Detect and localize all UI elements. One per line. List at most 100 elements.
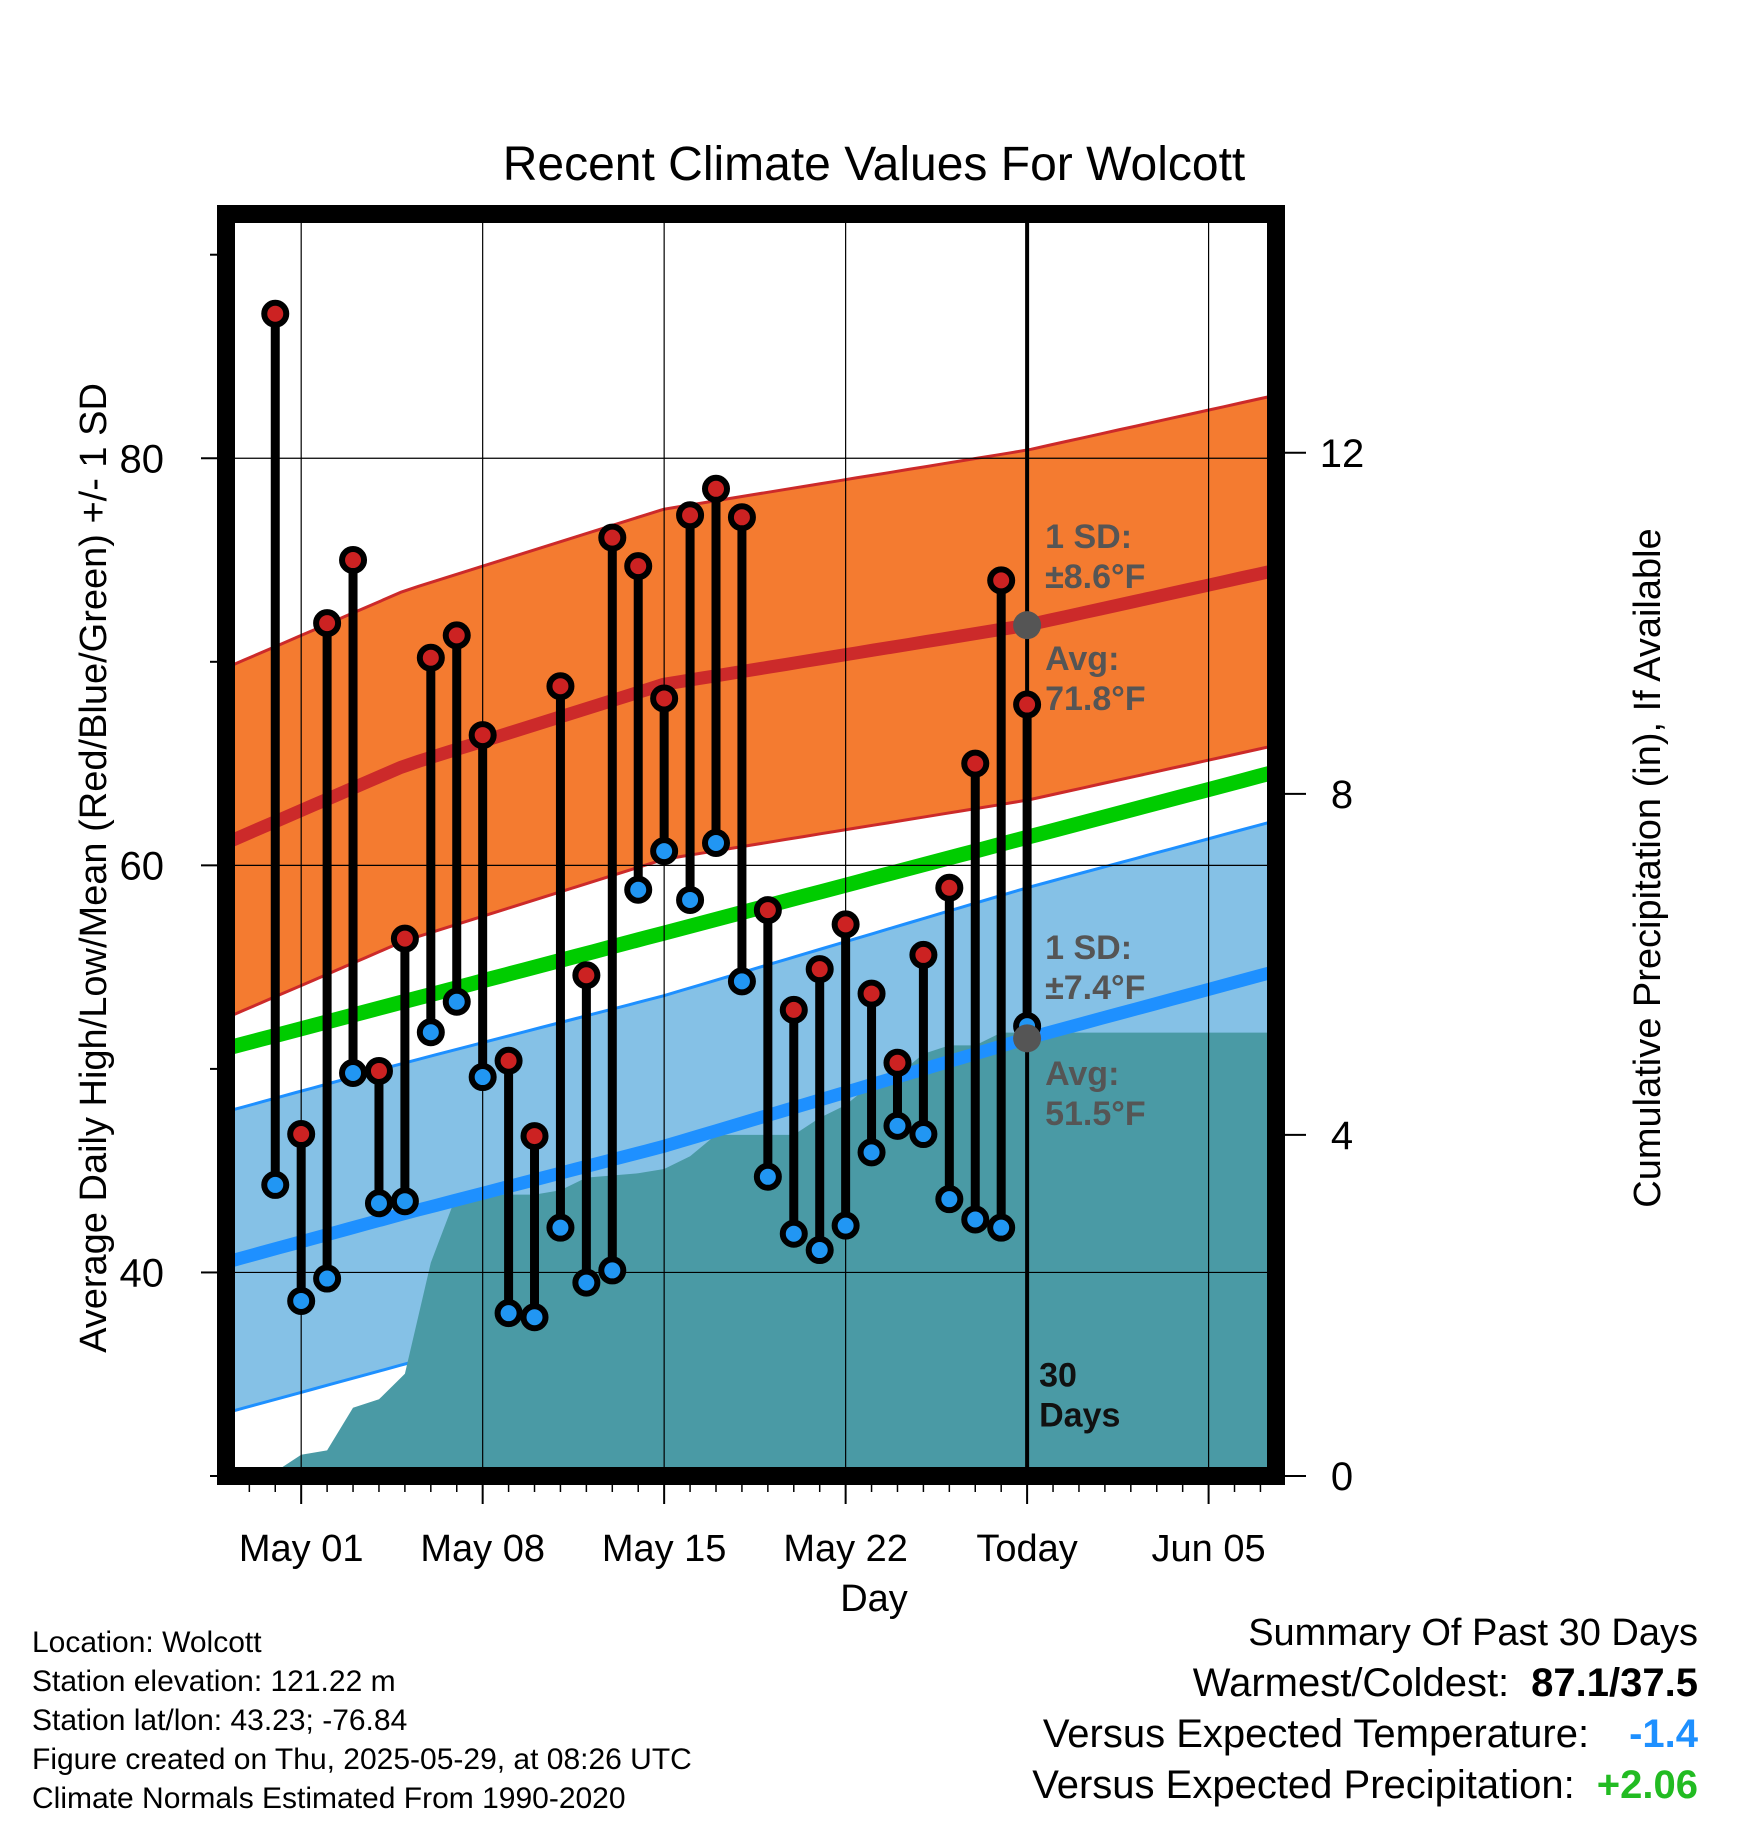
daily-high-point <box>909 940 938 969</box>
created-text: Figure created on Thu, 2025-05-29, at 08… <box>32 1743 692 1776</box>
daily-high-point <box>961 749 990 778</box>
daily-low-point <box>702 828 730 857</box>
daily-low-point <box>364 1189 393 1218</box>
daily-low-point <box>650 837 679 866</box>
today-low-normal-marker <box>1013 1024 1042 1053</box>
annotation-line2: Days <box>1039 1396 1120 1434</box>
daily-low-point <box>546 1213 575 1242</box>
daily-high-point <box>753 896 782 925</box>
daily-low-point <box>935 1185 964 1214</box>
y2-tick-label: 4 <box>1331 1114 1353 1158</box>
daily-low-point <box>339 1058 368 1087</box>
daily-low-point <box>624 875 653 904</box>
daily-low-point <box>909 1120 938 1149</box>
today-high-normal-marker <box>1013 611 1042 640</box>
daily-low-point <box>313 1264 342 1293</box>
daily-high-point <box>442 621 471 650</box>
annotation-line2: ±8.6°F <box>1045 558 1145 596</box>
annotation-line2: ±7.4°F <box>1045 969 1145 1007</box>
y-axis-label: Average Daily High/Low/Mean (Red/Blue/Gr… <box>73 383 115 1353</box>
x-tick-label: May 22 <box>783 1528 908 1570</box>
temp-row: Versus Expected Temperature: -1.4 <box>1032 1709 1698 1760</box>
plot-frame <box>217 205 1285 1485</box>
summary-panel: Summary Of Past 30 Days Warmest/Coldest:… <box>1032 1608 1698 1811</box>
daily-high-point <box>287 1120 316 1149</box>
latlon-text: Station lat/lon: 43.23; -76.84 <box>32 1704 408 1737</box>
daily-high-point <box>546 672 575 701</box>
high-band-upper-edge <box>226 393 1276 670</box>
precipitation-area <box>226 1032 1276 1476</box>
daily-high-point <box>676 501 705 530</box>
annotation-line1: 1 SD: <box>1045 929 1132 967</box>
daily-high-point <box>702 474 730 503</box>
chart-title: Recent Climate Values For Wolcott <box>503 138 1246 191</box>
daily-high-point <box>390 924 419 953</box>
daily-high-point <box>572 961 601 990</box>
daily-high-point <box>935 873 964 902</box>
climate-chart: Recent Climate Values For Wolcott Averag… <box>73 138 1669 1620</box>
daily-low-point <box>857 1138 886 1167</box>
daily-low-point <box>416 1018 445 1047</box>
warm-cold-row: Warmest/Coldest: 87.1/37.5 <box>1032 1658 1698 1709</box>
daily-high-point <box>416 643 445 672</box>
daily-low-point <box>753 1162 782 1191</box>
high-sd-band <box>226 395 1276 1018</box>
y-tick-label: 80 <box>120 437 165 481</box>
daily-high-point <box>831 910 860 939</box>
daily-low-point <box>676 885 705 914</box>
daily-high-point <box>987 566 1016 595</box>
daily-high-point <box>494 1046 523 1075</box>
annotation-line1: Avg: <box>1045 640 1119 678</box>
annotation-line2: 51.5°F <box>1045 1095 1146 1133</box>
daily-high-point <box>520 1122 549 1151</box>
daily-high-point <box>857 979 886 1008</box>
y2-tick-label: 12 <box>1320 432 1365 476</box>
daily-low-point <box>598 1256 627 1285</box>
y-tick-label: 40 <box>120 1251 165 1295</box>
annotation-line1: 1 SD: <box>1045 518 1132 556</box>
daily-low-point <box>520 1303 549 1332</box>
precip-label: Versus Expected Precipitation: <box>1032 1763 1575 1807</box>
precip-value: +2.06 <box>1596 1763 1698 1807</box>
annotation-line1: 30 <box>1039 1356 1077 1394</box>
daily-high-point <box>883 1048 912 1077</box>
daily-low-point <box>779 1219 808 1248</box>
elevation-text: Station elevation: 121.22 m <box>32 1665 396 1698</box>
temp-label: Versus Expected Temperature: <box>1042 1712 1590 1756</box>
daily-high-point <box>805 955 834 984</box>
daily-low-point <box>831 1211 860 1240</box>
x-axis-label: Day <box>840 1578 908 1620</box>
daily-low-point <box>805 1236 834 1265</box>
daily-low-point <box>261 1170 290 1199</box>
warm-cold-value: 87.1/37.5 <box>1531 1661 1698 1705</box>
daily-low-point <box>987 1213 1016 1242</box>
daily-low-point <box>961 1205 990 1234</box>
high-average-line <box>226 563 1276 849</box>
normals-text: Climate Normals Estimated From 1990-2020 <box>32 1782 626 1815</box>
daily-high-point <box>624 552 653 581</box>
daily-high-point <box>468 721 497 750</box>
x-tick-label: Today <box>976 1528 1077 1570</box>
warm-cold-label: Warmest/Coldest: <box>1192 1661 1510 1705</box>
annotation-line1: Avg: <box>1045 1055 1119 1093</box>
station-info: Location: Wolcott Station elevation: 121… <box>32 1623 692 1818</box>
x-tick-label: May 01 <box>239 1528 364 1570</box>
y2-axis-label: Cumulative Precipitation (in), If Availa… <box>1627 528 1669 1207</box>
daily-low-point <box>442 987 471 1016</box>
daily-high-point <box>1013 690 1042 719</box>
daily-low-point <box>287 1286 316 1315</box>
daily-low-point <box>727 967 756 996</box>
daily-high-point <box>650 684 679 713</box>
daily-high-point <box>313 609 342 638</box>
daily-low-point <box>468 1063 497 1092</box>
daily-high-point <box>779 995 808 1024</box>
daily-high-point <box>261 299 290 328</box>
x-tick-label: Jun 05 <box>1152 1528 1266 1570</box>
x-tick-label: May 15 <box>602 1528 727 1570</box>
daily-low-point <box>494 1299 523 1328</box>
daily-high-point <box>727 503 756 532</box>
daily-low-point <box>390 1187 419 1216</box>
summary-title: Summary Of Past 30 Days <box>1248 1612 1698 1654</box>
daily-high-point <box>339 546 368 575</box>
